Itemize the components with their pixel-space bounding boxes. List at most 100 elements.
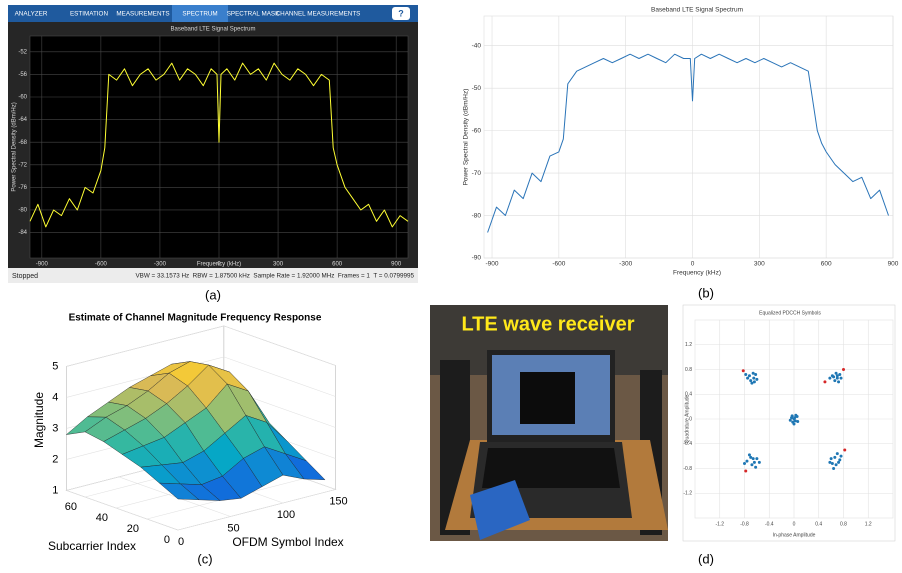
symbol-point (752, 460, 756, 464)
y-tick-label: -0.8 (683, 466, 692, 472)
y-tick-label: -0.4 (683, 441, 692, 447)
symbol-point (834, 463, 838, 467)
grid-line (66, 356, 336, 398)
toolbar-tab[interactable]: SPECTRUM (182, 11, 217, 18)
x-tick-label: 900 (391, 262, 402, 268)
symbol-point (752, 376, 756, 380)
y-tick-label: 0.4 (685, 392, 692, 398)
x-tick-label: 0.8 (840, 521, 847, 527)
caption-a: (a) (205, 287, 221, 302)
symbol-point (749, 379, 753, 383)
symbol-point (749, 455, 753, 459)
y-tick-label: -40 (472, 42, 482, 49)
x-tick-label: -0.4 (765, 521, 774, 527)
chart-title: Baseband LTE Signal Spectrum (171, 27, 256, 33)
caption-b: (b) (698, 285, 714, 300)
symbol-point (750, 381, 754, 385)
help-icon[interactable]: ? (398, 8, 404, 18)
symbol-point (752, 380, 756, 384)
y-tick-label: -60 (472, 127, 482, 134)
symbol-point (751, 457, 755, 461)
symbol-point (747, 453, 751, 457)
spectrum-line (29, 62, 409, 228)
spectrum-line (487, 53, 889, 233)
toolbar-tab[interactable]: MEASUREMENTS (116, 11, 169, 18)
y-tick-label: 0.8 (685, 367, 692, 373)
z-tick-label: 5 (52, 360, 58, 372)
plot-area (483, 15, 894, 259)
symbol-point (828, 376, 832, 380)
x-tick-label: -1.2 (715, 521, 724, 527)
x-tick-label: -600 (95, 262, 108, 268)
symbol-point (839, 376, 843, 380)
y-axis-label: Quadrature Amplitude (684, 394, 690, 443)
symbol-point (843, 448, 847, 452)
y-tick-label: -70 (472, 170, 482, 177)
chart-title: Equalized PDCCH Symbols (759, 310, 821, 316)
chart-title: Estimate of Channel Magnitude Frequency … (69, 313, 322, 324)
symbol-point (792, 422, 796, 426)
symbol-point (755, 377, 759, 381)
y-tick-label: -52 (18, 49, 27, 55)
y-tick-label: 40 (96, 512, 108, 524)
symbol-point (746, 376, 750, 380)
y-tick-label: -90 (472, 255, 482, 262)
toolbar-tab[interactable]: CHANNEL MEASUREMENTS (276, 11, 361, 18)
screen-plot (520, 372, 575, 424)
help-button[interactable] (392, 7, 410, 20)
y-tick-label: 20 (127, 523, 139, 535)
toolbar-tab[interactable]: SPECTRAL MASK (227, 11, 280, 18)
x-tick-label: 0 (217, 262, 221, 268)
symbol-point (743, 462, 746, 466)
x-tick-label: 0 (793, 521, 796, 527)
symbol-point (838, 458, 842, 462)
caption-d: (d) (698, 551, 714, 566)
symbol-point (832, 375, 836, 379)
y-tick-label: -60 (18, 95, 27, 101)
x-tick-label: 0 (178, 536, 184, 548)
y-tick-label: 60 (65, 501, 77, 513)
symbol-point (832, 467, 836, 470)
symbol-point (838, 372, 842, 376)
x-tick-label: 150 (329, 495, 347, 507)
chart-title: Baseband LTE Signal Spectrum (651, 7, 743, 14)
keyboard (482, 448, 620, 488)
z-tick-label: 3 (52, 422, 58, 434)
y-tick-label: 1.2 (685, 342, 692, 348)
x-axis-label: OFDM Symbol Index (232, 535, 343, 549)
symbol-point (793, 419, 797, 423)
symbol-point (755, 457, 759, 461)
z-tick-label: 2 (52, 453, 58, 465)
photo-caption: LTE wave receiver (461, 313, 634, 335)
status-bar (8, 268, 418, 283)
x-tick-label: -300 (154, 262, 167, 268)
x-tick-label: 900 (888, 261, 899, 268)
x-tick-label: 0.4 (815, 521, 822, 527)
z-tick-label: 1 (52, 484, 58, 496)
symbol-point (754, 465, 758, 469)
x-tick-label: 50 (227, 522, 239, 534)
y-tick-label: -80 (472, 212, 482, 219)
symbol-point (835, 452, 839, 456)
y-tick-label: 0 (164, 534, 170, 546)
toolbar-tab[interactable]: ESTIMATION (70, 11, 108, 18)
sdr-device (470, 480, 530, 540)
y-tick-label: -84 (18, 230, 27, 236)
x-tick-label: -900 (486, 261, 499, 268)
symbol-point (754, 372, 758, 376)
x-axis-label: Frequency (kHz) (673, 270, 721, 277)
symbol-point (830, 462, 834, 466)
symbol-point (741, 369, 745, 373)
symbol-point (833, 379, 837, 383)
symbol-point (833, 455, 837, 459)
x-tick-label: 600 (332, 262, 343, 268)
x-tick-label: 100 (277, 509, 295, 521)
toolbar-tab[interactable]: ANALYZER (15, 11, 48, 18)
symbol-point (823, 380, 827, 384)
y-axis-label: Power Spectral Density (dBm/Hz) (463, 89, 470, 186)
symbol-point (750, 463, 754, 467)
symbol-point (834, 371, 838, 375)
symbol-point (757, 460, 761, 464)
surface-patch (158, 482, 200, 501)
